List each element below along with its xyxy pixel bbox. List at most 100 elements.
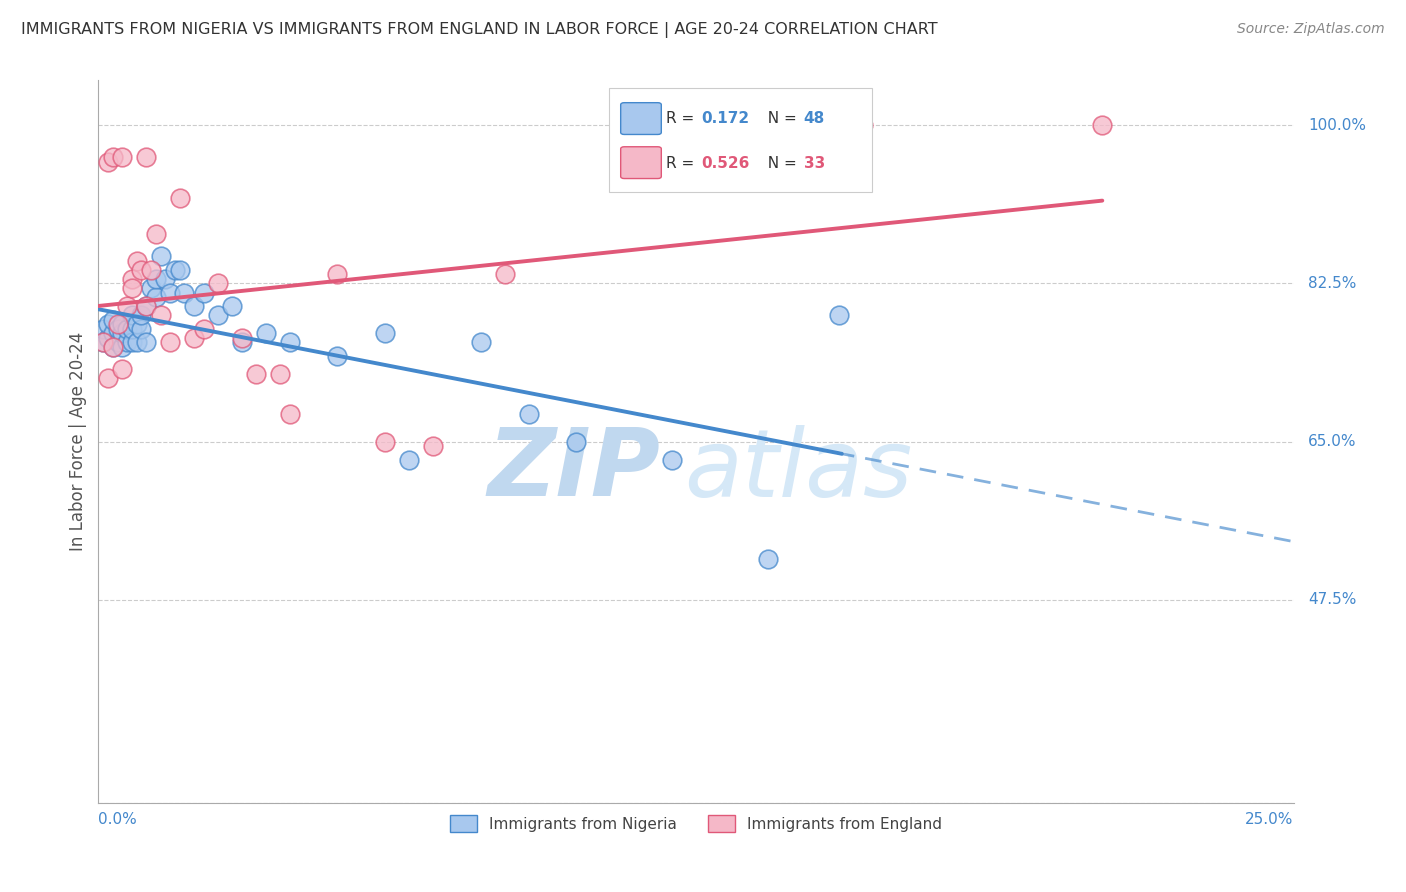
Point (111, 326, 134, 341)
Point (139, 281, 162, 295)
Point (101, 312, 124, 326)
Text: 48: 48 (804, 112, 825, 126)
Point (145, 272, 167, 286)
Point (207, 277, 229, 291)
Point (1091, 119, 1114, 133)
Point (97, 331, 120, 345)
Point (111, 362, 134, 376)
Point (135, 299, 157, 313)
Point (121, 321, 143, 335)
Text: atlas: atlas (685, 425, 912, 516)
FancyBboxPatch shape (609, 87, 872, 193)
Point (231, 335, 253, 350)
Text: 25.0%: 25.0% (1246, 812, 1294, 827)
Point (163, 263, 186, 277)
Point (159, 285, 181, 300)
Text: 47.5%: 47.5% (1308, 592, 1357, 607)
Point (131, 321, 153, 335)
Point (115, 299, 138, 313)
Point (852, 119, 875, 133)
Point (145, 290, 167, 304)
Point (565, 434, 588, 449)
Legend: Immigrants from Nigeria, Immigrants from England: Immigrants from Nigeria, Immigrants from… (443, 809, 949, 838)
Point (91, 321, 114, 335)
Point (422, 439, 444, 453)
Text: 82.5%: 82.5% (1308, 276, 1357, 291)
Text: 65.0%: 65.0% (1308, 434, 1357, 449)
Point (193, 285, 215, 300)
Point (101, 340, 124, 354)
Point (135, 150, 157, 164)
Point (97, 317, 120, 331)
Point (135, 299, 157, 313)
Point (101, 150, 124, 164)
Point (183, 331, 205, 345)
Point (494, 268, 516, 282)
Point (107, 321, 129, 335)
Text: N =: N = (758, 156, 801, 171)
Point (193, 321, 215, 335)
Point (139, 263, 162, 277)
Text: R =: R = (666, 112, 699, 126)
FancyBboxPatch shape (620, 103, 661, 135)
Point (254, 326, 277, 341)
Point (326, 268, 349, 282)
Point (169, 191, 191, 205)
Point (159, 335, 181, 350)
Point (149, 249, 172, 263)
Point (145, 227, 167, 241)
Point (517, 408, 540, 422)
Point (207, 308, 229, 322)
Text: ZIP: ZIP (488, 425, 661, 516)
Point (125, 254, 148, 268)
Text: IMMIGRANTS FROM NIGERIA VS IMMIGRANTS FROM ENGLAND IN LABOR FORCE | AGE 20-24 CO: IMMIGRANTS FROM NIGERIA VS IMMIGRANTS FR… (21, 22, 938, 38)
Point (125, 335, 148, 350)
Point (111, 317, 134, 331)
Point (131, 263, 153, 277)
Point (169, 263, 191, 277)
Point (91, 335, 114, 350)
Point (149, 308, 172, 322)
Text: 33: 33 (804, 156, 825, 171)
Text: 0.526: 0.526 (700, 156, 749, 171)
Point (155, 272, 177, 286)
Point (111, 340, 134, 354)
Point (121, 272, 143, 286)
Point (131, 308, 153, 322)
Text: 100.0%: 100.0% (1308, 118, 1365, 133)
Point (121, 335, 143, 350)
Point (374, 434, 396, 449)
Point (97, 371, 120, 385)
Point (374, 326, 396, 341)
Point (278, 335, 301, 350)
Point (101, 340, 124, 354)
Point (245, 367, 267, 381)
Text: N =: N = (758, 112, 801, 126)
Point (231, 331, 253, 345)
Point (221, 299, 243, 313)
Point (135, 335, 157, 350)
Point (828, 308, 851, 322)
Point (115, 321, 138, 335)
Point (661, 452, 683, 467)
Point (121, 281, 143, 295)
FancyBboxPatch shape (620, 147, 661, 178)
Point (173, 285, 195, 300)
Point (269, 367, 291, 381)
Point (398, 452, 420, 467)
Y-axis label: In Labor Force | Age 20-24: In Labor Force | Age 20-24 (69, 332, 87, 551)
Point (97, 154, 120, 169)
Point (91, 335, 114, 350)
Point (111, 150, 134, 164)
Point (107, 317, 129, 331)
Text: R =: R = (666, 156, 699, 171)
Point (121, 308, 143, 322)
Point (278, 408, 301, 422)
Point (326, 349, 349, 363)
Point (756, 552, 779, 566)
Point (115, 335, 138, 350)
Point (125, 317, 148, 331)
Point (107, 335, 129, 350)
Point (183, 299, 205, 313)
Text: 0.0%: 0.0% (98, 812, 138, 827)
